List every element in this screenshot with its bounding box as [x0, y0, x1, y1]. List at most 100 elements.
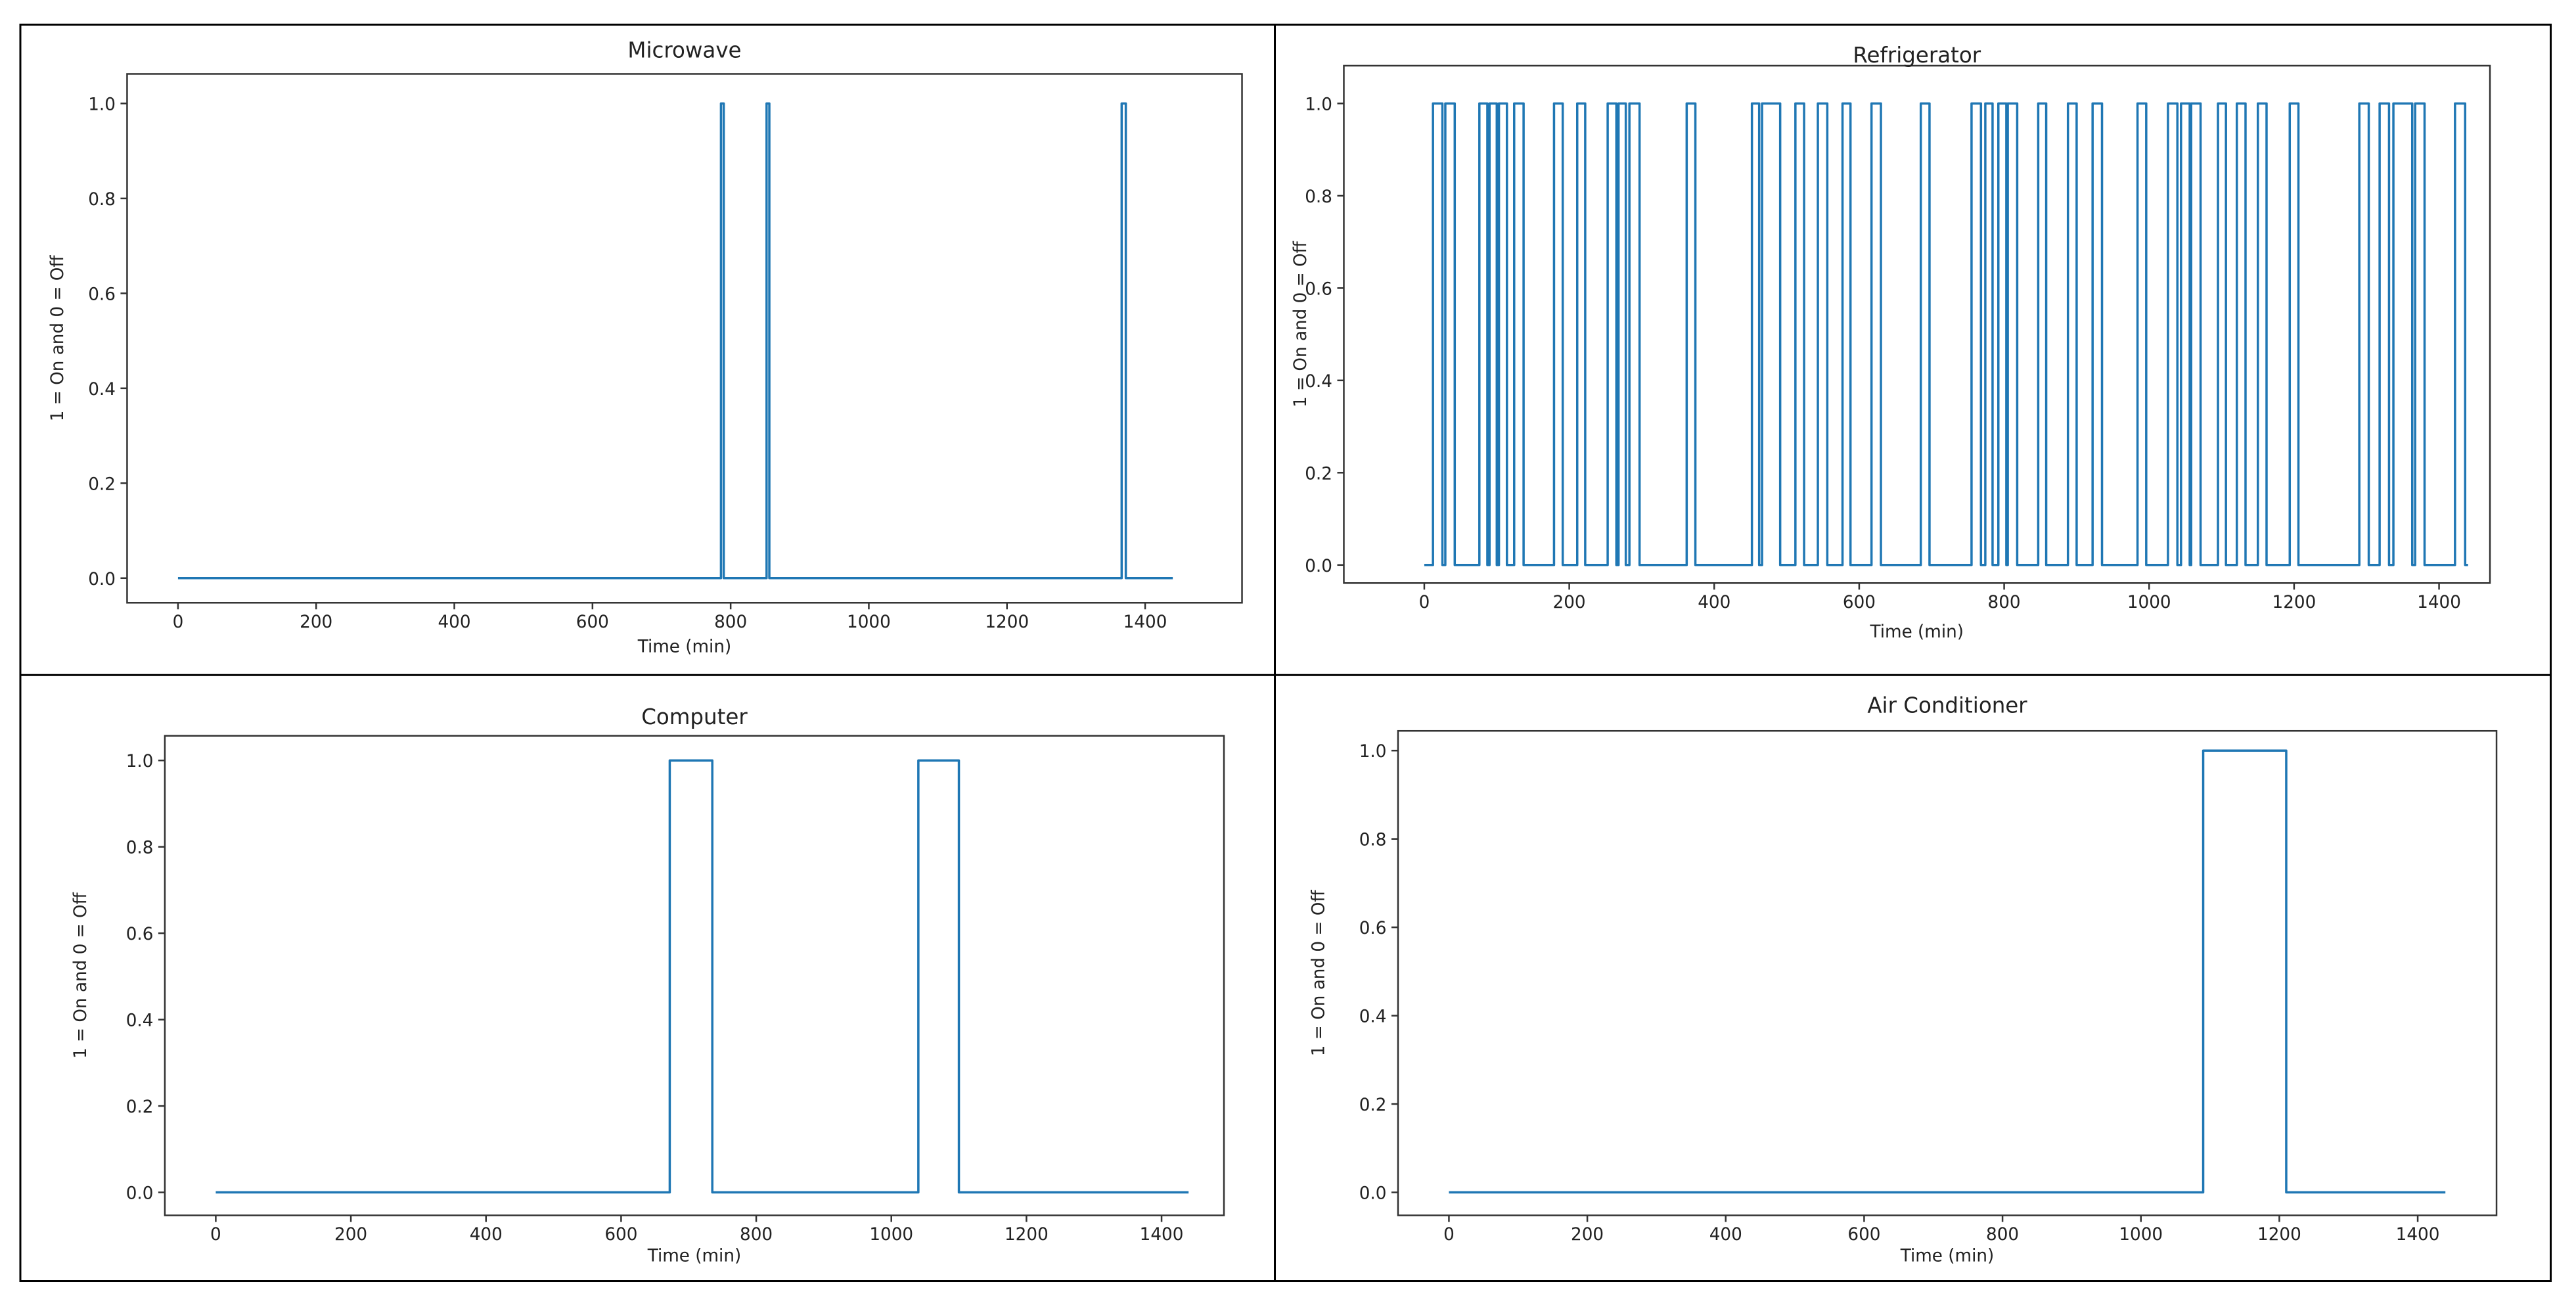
x-tick-label: 600 — [604, 1225, 637, 1245]
x-axis-label: Time (min) — [647, 1247, 741, 1266]
x-tick-label: 600 — [1843, 593, 1876, 612]
axes-frame — [1343, 64, 2491, 584]
y-tick-label: 0.2 — [1305, 464, 1332, 484]
x-tick-label: 600 — [1847, 1225, 1880, 1245]
on-interval — [2415, 103, 2424, 564]
x-tick-label: 1000 — [2119, 1225, 2163, 1245]
axes-frame — [1397, 729, 2498, 1216]
x-tick-label: 200 — [300, 612, 332, 632]
x-tick-label: 0 — [210, 1225, 221, 1245]
y-tick-label: 0.0 — [1359, 1184, 1387, 1204]
x-tick-label: 800 — [1986, 1225, 2019, 1245]
on-interval — [1999, 103, 2006, 564]
on-interval — [1480, 103, 1487, 564]
x-tick-label: 800 — [1988, 593, 2021, 612]
y-tick-label: 0.8 — [1305, 187, 1332, 207]
x-axis-label: Time (min) — [637, 637, 731, 656]
x-tick-label: 400 — [438, 612, 470, 632]
y-tick-label: 0.6 — [88, 285, 116, 304]
on-interval — [767, 103, 769, 578]
on-interval — [1686, 103, 1695, 564]
on-interval — [721, 103, 723, 578]
on-interval — [2393, 103, 2412, 564]
on-interval — [2092, 103, 2102, 564]
on-interval — [1796, 103, 1804, 564]
x-tick-label: 1400 — [2396, 1225, 2440, 1245]
on-interval — [1433, 103, 1442, 564]
y-tick-label: 0.2 — [1359, 1095, 1387, 1115]
on-interval — [1985, 103, 1993, 564]
air-conditioner-status-line — [1449, 749, 2446, 1194]
y-axis-label: 1 = On and 0 = Off — [1309, 890, 1328, 1057]
x-tick-label: 1200 — [1005, 1225, 1049, 1245]
y-tick-label: 0.4 — [1305, 372, 1332, 392]
on-interval — [1489, 103, 1497, 564]
on-interval — [2237, 103, 2246, 564]
x-tick-label: 1200 — [985, 612, 1029, 632]
y-tick-label: 0.8 — [126, 838, 154, 858]
on-interval — [2359, 103, 2368, 564]
on-interval — [1843, 103, 1851, 564]
on-interval — [1972, 103, 1981, 564]
y-tick-label: 0.2 — [88, 474, 116, 494]
x-tick-label: 0 — [1419, 593, 1430, 612]
on-interval — [1577, 103, 1585, 564]
on-interval — [2138, 103, 2146, 564]
chart-title: Refrigerator — [1853, 43, 1981, 68]
on-interval — [2068, 103, 2077, 564]
y-tick-label: 0.6 — [1305, 279, 1332, 299]
air-conditioner-chart: Air Conditioner Time (min) 1 = On and 0 = … — [1309, 693, 2498, 1266]
y-tick-label: 0.4 — [126, 1011, 154, 1031]
on-interval — [1921, 103, 1930, 564]
on-interval — [2168, 103, 2177, 564]
on-interval — [1608, 103, 1616, 564]
on-interval — [1762, 103, 1780, 564]
y-tick-label: 0.8 — [88, 190, 116, 210]
on-interval — [1445, 103, 1455, 564]
on-interval — [2191, 103, 2200, 564]
x-tick-label: 200 — [1571, 1225, 1604, 1245]
x-tick-label: 1000 — [847, 612, 891, 632]
on-interval — [2258, 103, 2267, 564]
y-tick-label: 0.0 — [1305, 557, 1332, 576]
x-tick-label: 1000 — [2127, 593, 2171, 612]
x-tick-label: 200 — [334, 1225, 367, 1245]
on-interval — [2181, 103, 2190, 564]
y-tick-label: 0.4 — [88, 380, 116, 400]
computer-chart: Computer Time (min) 1 = On and 0 = Off 0 200… — [71, 704, 1225, 1266]
axes-frame — [164, 735, 1225, 1216]
y-tick-label: 0.6 — [1359, 919, 1387, 938]
on-interval — [1619, 103, 1626, 564]
x-tick-label: 0 — [1443, 1225, 1455, 1245]
x-tick-label: 1200 — [2272, 593, 2316, 612]
axes-frame — [126, 73, 1243, 604]
refrigerator-status-line — [1424, 102, 2468, 566]
x-tick-label: 400 — [1709, 1225, 1742, 1245]
microwave-chart: Microwave Time (min) 1 = On and 0 = Off 0 20… — [48, 37, 1243, 656]
on-interval — [1752, 103, 1759, 564]
on-interval — [1514, 103, 1524, 564]
on-interval — [2455, 103, 2465, 564]
x-tick-label: 1400 — [2417, 593, 2461, 612]
on-interval — [1629, 103, 1639, 564]
y-tick-label: 0.0 — [88, 570, 116, 589]
x-tick-label: 1400 — [1140, 1225, 1184, 1245]
x-tick-label: 0 — [173, 612, 184, 632]
figure-frame — [19, 23, 2552, 1283]
on-interval — [1121, 103, 1125, 578]
x-tick-label: 1000 — [869, 1225, 913, 1245]
on-interval — [2380, 103, 2389, 564]
on-interval — [2203, 750, 2286, 1192]
y-tick-label: 0.0 — [126, 1184, 154, 1204]
y-axis-label: 1 = On and 0 = Off — [48, 255, 68, 422]
y-axis-label: 1 = On and 0 = Off — [71, 892, 91, 1059]
y-tick-label: 0.2 — [126, 1097, 154, 1117]
x-tick-label: 200 — [1553, 593, 1586, 612]
on-interval — [2008, 103, 2017, 564]
on-interval — [1499, 103, 1507, 564]
refrigerator-chart: Refrigerator Time (min) 1 = On and 0 = Off… — [1291, 43, 2491, 642]
on-interval — [2290, 103, 2298, 564]
microwave-status-line — [177, 102, 1173, 580]
x-tick-label: 400 — [1698, 593, 1730, 612]
